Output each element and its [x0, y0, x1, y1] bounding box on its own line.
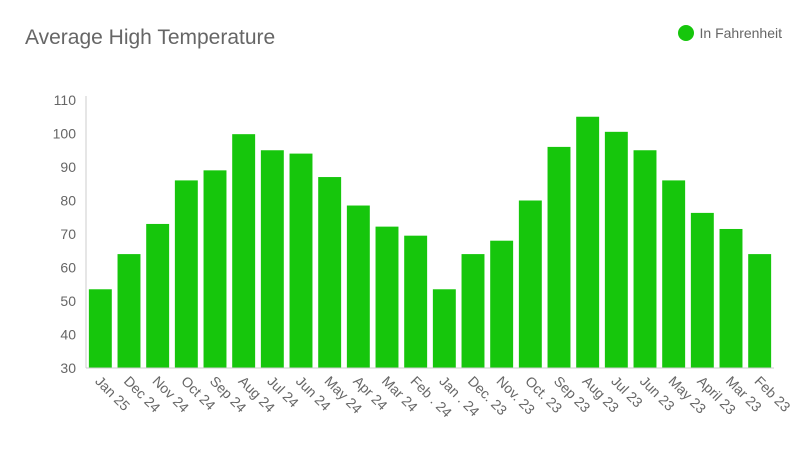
bar[interactable]: [633, 150, 657, 368]
bar[interactable]: [748, 254, 772, 368]
bar[interactable]: [346, 205, 370, 368]
bar[interactable]: [318, 177, 342, 368]
bar[interactable]: [117, 254, 141, 368]
bar[interactable]: [662, 180, 686, 368]
chart-title: Average High Temperature: [25, 26, 276, 49]
legend-marker: [677, 25, 694, 41]
y-tick-label: 50: [60, 293, 76, 309]
legend-label: In Fahrenheit: [699, 25, 783, 41]
bar[interactable]: [404, 235, 428, 368]
bar[interactable]: [576, 116, 600, 368]
y-tick-label: 80: [60, 193, 76, 209]
y-axis-ticks: 30 40 50 60 70 80 90 100 110: [53, 92, 77, 376]
bar[interactable]: [518, 200, 542, 369]
bar[interactable]: [232, 134, 256, 368]
bar[interactable]: [432, 289, 456, 368]
bar[interactable]: [203, 170, 227, 368]
bar[interactable]: [375, 226, 399, 368]
y-tick-label: 110: [54, 92, 77, 108]
y-tick-label: 30: [60, 360, 76, 376]
bar[interactable]: [88, 289, 112, 368]
bar[interactable]: [174, 180, 198, 368]
bar[interactable]: [719, 228, 743, 368]
bar[interactable]: [690, 212, 714, 368]
bar[interactable]: [490, 240, 514, 368]
y-tick-label: 40: [60, 327, 76, 343]
bars: [88, 116, 772, 369]
y-tick-label: 100: [53, 126, 77, 142]
bar[interactable]: [461, 254, 485, 368]
y-tick-label: 70: [60, 226, 76, 242]
bar[interactable]: [547, 146, 571, 368]
y-tick-label: 90: [60, 159, 76, 175]
bar[interactable]: [146, 223, 170, 368]
legend: In Fahrenheit: [677, 25, 783, 41]
bar[interactable]: [289, 153, 313, 368]
bar[interactable]: [604, 131, 628, 368]
bar[interactable]: [260, 150, 284, 368]
y-tick-label: 60: [60, 260, 76, 276]
